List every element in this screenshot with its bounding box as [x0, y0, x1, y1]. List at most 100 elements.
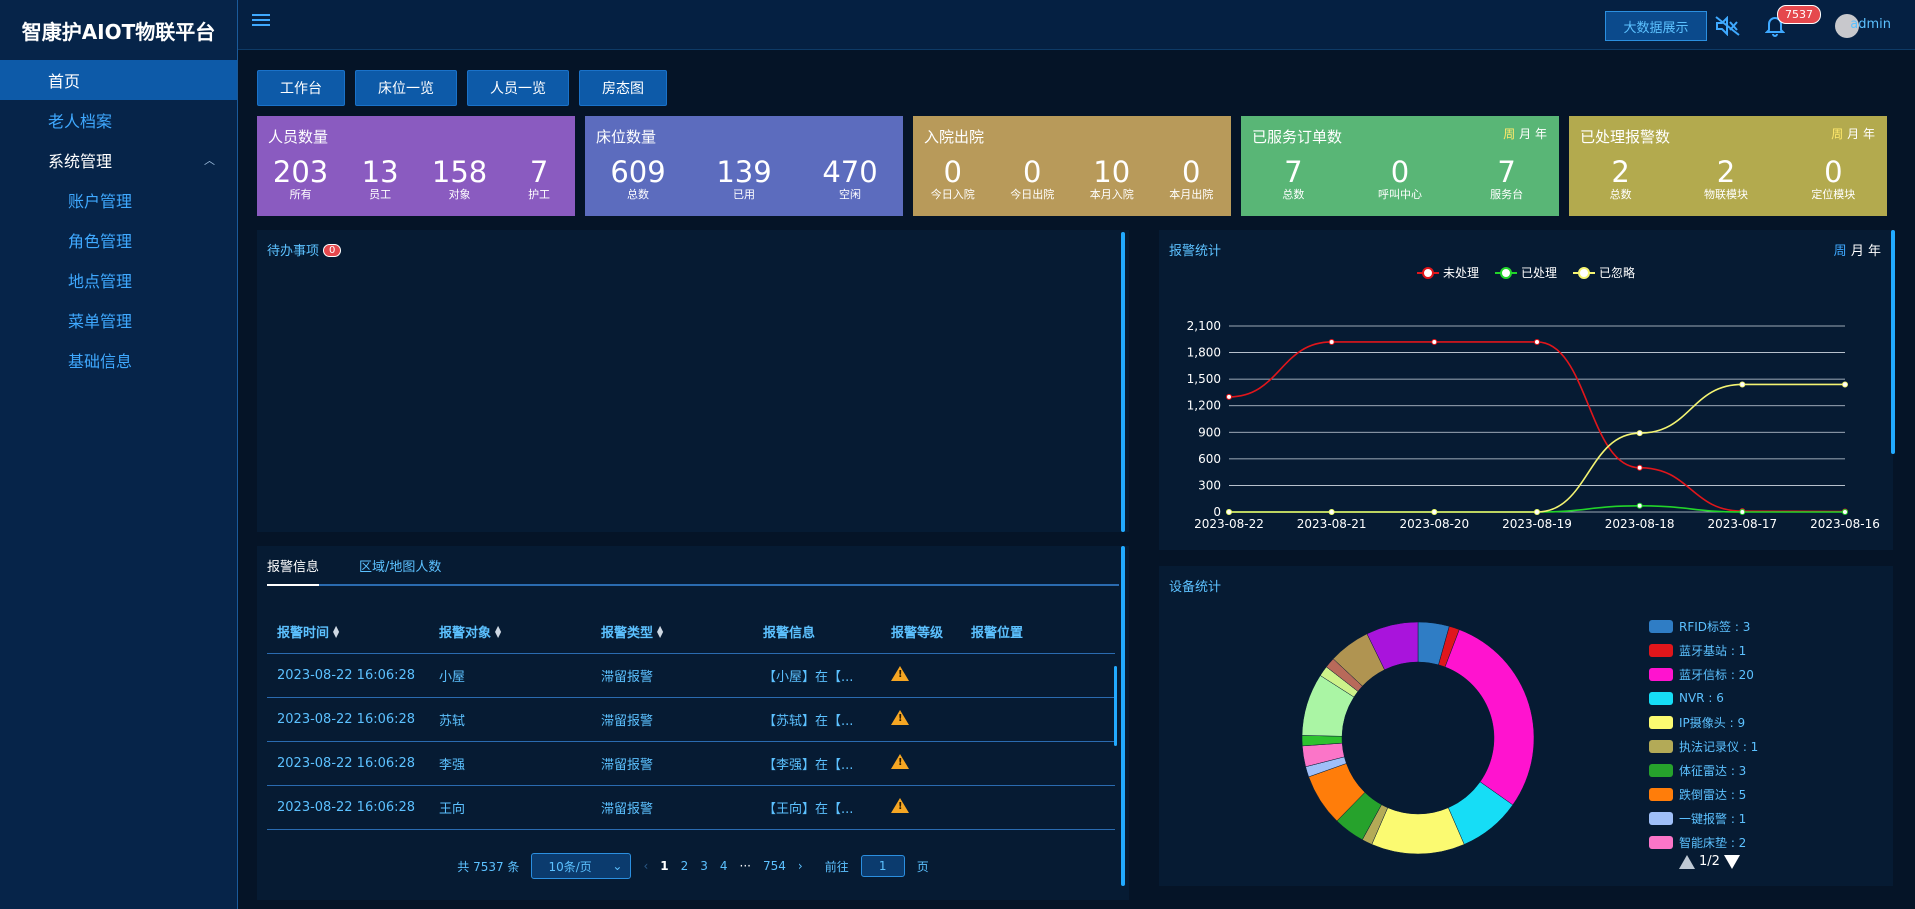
- alarm-tabs: 报警信息 区域/地图人数: [267, 556, 1119, 586]
- menu-toggle-icon[interactable]: [252, 14, 270, 30]
- scrollbar[interactable]: [1121, 546, 1125, 886]
- bed-overview-button[interactable]: 床位一览: [355, 70, 457, 106]
- page-2[interactable]: 2: [680, 859, 689, 873]
- legend-item[interactable]: RFID标签 : 3: [1649, 614, 1758, 638]
- legend-swatch: [1649, 715, 1673, 729]
- sidebar-item-label: 系统管理: [48, 152, 113, 171]
- page-4[interactable]: 4: [719, 859, 728, 873]
- sidebar-item-system-management[interactable]: 系统管理 ︿: [0, 140, 237, 180]
- goto-page-input[interactable]: 1: [860, 855, 905, 877]
- next-page-icon[interactable]: ›: [797, 859, 803, 873]
- room-status-button[interactable]: 房态图: [579, 70, 667, 106]
- period-toggle[interactable]: 周 月 年: [1833, 244, 1881, 259]
- page-3[interactable]: 3: [700, 859, 708, 873]
- stat-total: 2 总数: [1609, 155, 1632, 201]
- user-name[interactable]: admin: [1850, 17, 1891, 32]
- table-row[interactable]: 2023-08-22 16:06:28 苏轼 滞留报警 【苏轼】在【...: [267, 698, 1115, 742]
- legend-prev-icon[interactable]: [1679, 854, 1695, 869]
- x-tick-label: 2023-08-18: [1605, 517, 1675, 531]
- page-size-select[interactable]: 10条/页 ⌄: [531, 853, 632, 879]
- legend-item[interactable]: IP摄像头 : 9: [1649, 710, 1758, 734]
- legend-swatch: [1649, 763, 1673, 777]
- legend-item[interactable]: 体征雷达 : 3: [1649, 758, 1758, 782]
- col-alarm-type[interactable]: 报警类型 ▲ ▼: [601, 623, 664, 641]
- table-header: 报警时间 ▲ ▼ 报警对象 ▲ ▼ 报警类型 ▲ ▼ 报警信息 报警等级 报警位置: [267, 610, 1115, 654]
- legend-item[interactable]: 一键报警 : 1: [1649, 806, 1758, 830]
- stat-today-in: 0 今日入院: [930, 155, 975, 201]
- y-tick-label: 900: [1198, 425, 1221, 439]
- stat-month-out: 0 本月出院: [1169, 155, 1214, 201]
- served-orders-card: 已服务订单数 周 月 年 7 总数 0 呼叫中心 7 服务台: [1241, 116, 1559, 216]
- prev-page-icon[interactable]: ‹: [643, 859, 649, 873]
- legend-item[interactable]: 蓝牙信标 : 20: [1649, 662, 1758, 686]
- workbench-button[interactable]: 工作台: [257, 70, 345, 106]
- page-ellipsis[interactable]: ···: [739, 859, 751, 873]
- legend-item[interactable]: 智能床垫 : 2: [1649, 830, 1758, 854]
- period-toggle[interactable]: 周 月 年: [1503, 127, 1547, 141]
- sidebar-item-menus[interactable]: 菜单管理: [0, 300, 237, 340]
- stat-residents: 158 对象: [431, 155, 488, 201]
- legend-item[interactable]: NVR : 6: [1649, 686, 1758, 710]
- data-point: [1842, 381, 1848, 388]
- pagination: 共 7537 条 10条/页 ⌄ ‹ 1 2 3 4 ··· 754 › 前往 1…: [257, 852, 1129, 880]
- legend-next-icon[interactable]: [1723, 854, 1740, 869]
- legend-item[interactable]: 执法记录仪 : 1: [1649, 734, 1758, 758]
- data-point: [1226, 509, 1232, 515]
- stat-location-module: 0 定位模块: [1811, 155, 1856, 201]
- page-1[interactable]: 1: [660, 859, 669, 873]
- goto-label: 前往: [824, 859, 849, 874]
- sidebar-item-label: 账户管理: [68, 192, 133, 211]
- legend-item[interactable]: 蓝牙基站 : 1: [1649, 638, 1758, 662]
- scrollbar[interactable]: [1121, 232, 1125, 532]
- sidebar-item-label: 基础信息: [68, 352, 133, 371]
- sort-icon: ▲ ▼: [333, 623, 340, 639]
- device-stats-title: 设备统计: [1169, 580, 1222, 595]
- stat-iot-module: 2 物联模块: [1703, 155, 1748, 201]
- handled-alarms-card: 已处理报警数 周 月 年 2 总数 2 物联模块 0 定位模块: [1569, 116, 1887, 216]
- sidebar-item-roles[interactable]: 角色管理: [0, 220, 237, 260]
- pie-slice: [1366, 621, 1419, 671]
- table-scrollbar[interactable]: [1114, 666, 1117, 746]
- x-tick-label: 2023-08-16: [1810, 517, 1880, 531]
- col-alarm-target[interactable]: 报警对象 ▲ ▼: [439, 623, 502, 641]
- tab-alarm-info[interactable]: 报警信息: [267, 556, 320, 586]
- chevron-up-icon: ︿: [204, 154, 215, 167]
- sidebar-item-accounts[interactable]: 账户管理: [0, 180, 237, 220]
- pie-slice: [1371, 807, 1465, 855]
- legend-item[interactable]: 已处理: [1494, 264, 1557, 281]
- sidebar-item-locations[interactable]: 地点管理: [0, 260, 237, 300]
- stat-staff: 13 员工: [361, 155, 399, 201]
- page-last[interactable]: 754: [762, 859, 786, 873]
- sidebar-item-basic-info[interactable]: 基础信息: [0, 340, 237, 380]
- sound-muted-icon[interactable]: [1715, 16, 1741, 36]
- sidebar-item-home[interactable]: 首页: [0, 60, 237, 100]
- legend-item[interactable]: 跌倒雷达 : 5: [1649, 782, 1758, 806]
- legend-item[interactable]: 已忽略: [1573, 264, 1635, 281]
- scrollbar[interactable]: [1891, 230, 1895, 454]
- avatar[interactable]: [1835, 14, 1859, 38]
- table-row[interactable]: 2023-08-22 16:06:28 小屋 滞留报警 【小屋】在【...: [267, 654, 1115, 698]
- alarm-stats-panel: 报警统计 周 月 年 未处理 已处理 已忽略 0 300 600 900 1,200 1,…: [1159, 230, 1895, 550]
- legend-label: RFID标签 : 3: [1679, 619, 1751, 634]
- bigdata-button[interactable]: 大数据展示: [1605, 11, 1707, 41]
- legend-pager: 1/2: [1679, 854, 1740, 869]
- sidebar-item-elder-records[interactable]: 老人档案: [0, 100, 237, 140]
- y-tick-label: 2,100: [1187, 319, 1221, 333]
- card-title: 入院出院: [924, 128, 985, 146]
- device-donut-chart: [1301, 621, 1535, 855]
- table-row[interactable]: 2023-08-22 16:06:28 李强 滞留报警 【李强】在【...: [267, 742, 1115, 786]
- y-tick-label: 0: [1213, 505, 1221, 519]
- stat-total: 7 总数: [1282, 155, 1305, 201]
- data-point: [1328, 338, 1335, 345]
- period-toggle[interactable]: 周 月 年: [1831, 127, 1875, 141]
- table-row[interactable]: 2023-08-22 16:06:28 王向 滞留报警 【王向】在【...: [267, 786, 1115, 830]
- staff-overview-button[interactable]: 人员一览: [467, 70, 569, 106]
- legend-label: NVR : 6: [1679, 691, 1724, 705]
- legend-item[interactable]: 未处理: [1416, 264, 1479, 281]
- series-line: [1228, 341, 1846, 513]
- col-alarm-time[interactable]: 报警时间 ▲ ▼: [277, 623, 340, 641]
- tab-area-map[interactable]: 区域/地图人数: [359, 560, 442, 575]
- col-alarm-info: 报警信息: [763, 626, 816, 641]
- legend-label: IP摄像头 : 9: [1679, 715, 1746, 730]
- stat-caregivers: 7 护工: [528, 155, 551, 201]
